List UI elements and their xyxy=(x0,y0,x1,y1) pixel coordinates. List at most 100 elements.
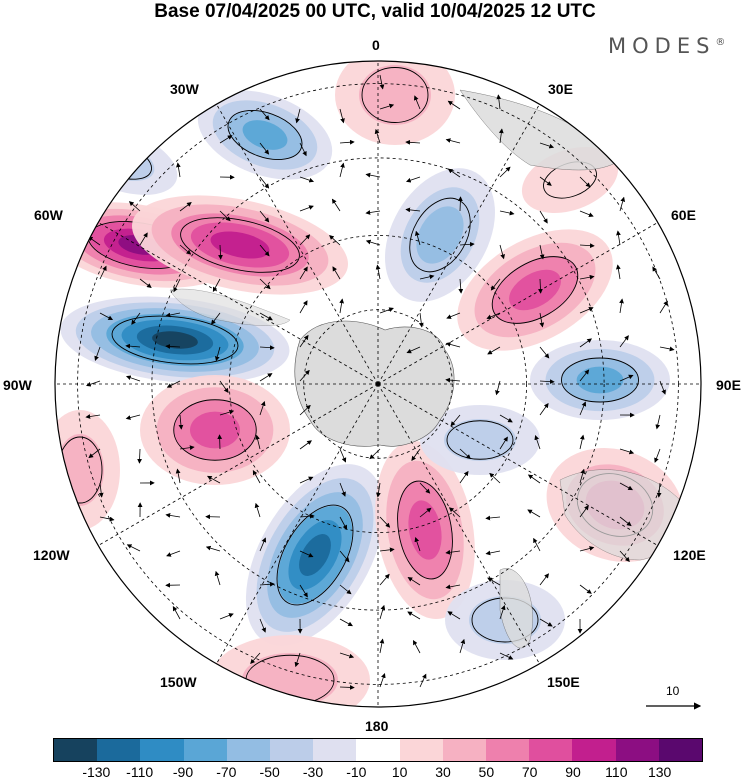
wind-arrow xyxy=(339,139,355,145)
wind-arrow xyxy=(499,166,511,178)
anomaly-contour xyxy=(299,534,331,576)
wind-arrow xyxy=(619,196,626,212)
colorbar-tick-label: -70 xyxy=(216,764,237,780)
vortex-streamline xyxy=(491,256,579,324)
wind-arrow xyxy=(579,468,586,484)
wind-arrow xyxy=(654,448,661,463)
lon-label-30w: 30W xyxy=(170,81,199,97)
latitude-circle xyxy=(151,157,605,611)
vortex-streamline xyxy=(561,357,639,403)
wind-arrow xyxy=(539,142,555,149)
wind-arrow xyxy=(179,244,192,255)
anomaly-contour xyxy=(359,65,431,125)
vortex-streamline xyxy=(276,504,354,606)
wind-arrow xyxy=(339,684,355,690)
wind-arrow xyxy=(659,346,675,352)
wind-arrow xyxy=(446,312,461,319)
anomaly-contour xyxy=(408,500,442,560)
wind-arrow xyxy=(299,266,308,280)
wind-arrow xyxy=(485,550,501,556)
wind-arrow xyxy=(299,440,312,450)
anomaly-contour xyxy=(509,269,561,311)
wind-arrow xyxy=(459,241,475,247)
wind-arrow xyxy=(459,448,471,460)
colorbar-tick-label: 90 xyxy=(565,764,581,780)
wind-arrow xyxy=(365,210,381,215)
colorbar-tick-label: -50 xyxy=(259,764,280,780)
wind-arrow xyxy=(299,176,315,183)
wind-arrow xyxy=(538,278,543,294)
wind-arrow xyxy=(539,210,548,224)
wind-arrow xyxy=(487,346,501,355)
wind-arrow xyxy=(405,139,421,145)
wind-arrow xyxy=(299,513,315,519)
wind-arrow xyxy=(165,344,181,349)
wind-arrow xyxy=(499,436,508,450)
wind-arrow xyxy=(445,584,461,590)
wind-arrow xyxy=(219,613,234,620)
colorbar-bin xyxy=(140,739,184,761)
wind-arrow xyxy=(655,414,661,430)
new-zealand xyxy=(499,568,533,649)
colorbar-bin xyxy=(399,739,443,761)
wind-arrow xyxy=(299,476,314,484)
wind-arrow xyxy=(214,570,221,586)
wind-arrow xyxy=(339,448,347,463)
wind-arrow xyxy=(99,265,107,280)
wind-arrow xyxy=(206,475,221,484)
wind-arrow xyxy=(490,278,501,291)
wind-arrow xyxy=(459,470,469,484)
wind-arrow xyxy=(379,307,394,314)
wind-arrow xyxy=(86,380,101,387)
wind-arrow xyxy=(379,516,391,528)
colorbar-bin xyxy=(442,739,487,761)
wind-arrow xyxy=(219,380,229,394)
wind-arrow xyxy=(165,513,181,518)
wind-arrow xyxy=(178,414,184,430)
lon-label-0: 0 xyxy=(372,37,380,53)
wind-arrow xyxy=(125,414,141,420)
vortex-streamline xyxy=(173,399,257,461)
wind-vectors xyxy=(85,74,675,690)
wind-arrow xyxy=(365,172,381,178)
wind-arrow xyxy=(579,306,594,314)
wind-arrow xyxy=(419,482,431,494)
wind-arrow xyxy=(299,142,307,157)
anomaly-contour xyxy=(416,206,464,264)
wind-arrow xyxy=(259,345,275,351)
wind-arrow xyxy=(205,545,221,552)
wind-arrow xyxy=(447,168,461,178)
wind-arrow xyxy=(419,274,435,280)
colorbar-tick-label: 70 xyxy=(521,764,538,780)
wind-arrow xyxy=(615,264,621,280)
wind-arrow xyxy=(179,202,192,212)
wind-arrow xyxy=(495,380,501,396)
wind-arrow xyxy=(616,230,621,246)
anomaly-contour xyxy=(190,411,240,449)
wind-arrow xyxy=(527,474,541,484)
wind-arrow xyxy=(165,312,181,318)
wind-arrow xyxy=(259,278,271,290)
colorbar-tick-label: 10 xyxy=(391,764,408,780)
wind-arrow xyxy=(485,515,501,521)
wind-arrow xyxy=(219,210,231,222)
wind-arrow xyxy=(450,414,461,427)
wind-arrow xyxy=(539,402,549,416)
wind-arrow xyxy=(339,652,355,659)
wind-arrow xyxy=(212,278,221,292)
wind-arrow xyxy=(218,244,223,260)
modes-logo: MODES® xyxy=(608,34,725,58)
colorbar-bin xyxy=(226,739,271,761)
lon-label-180: 180 xyxy=(365,718,389,734)
wind-arrow xyxy=(527,509,541,518)
wind-arrow xyxy=(295,108,301,124)
wind-arrow xyxy=(339,584,352,595)
colorbar-bin xyxy=(183,739,227,761)
wind-arrow xyxy=(539,244,545,260)
wind-arrow xyxy=(579,546,595,552)
wind-arrow xyxy=(534,435,541,450)
wind-arrow xyxy=(445,342,461,348)
wind-arrow xyxy=(299,584,308,598)
wind-arrow xyxy=(339,108,345,124)
lon-label-120w: 120W xyxy=(33,547,70,563)
